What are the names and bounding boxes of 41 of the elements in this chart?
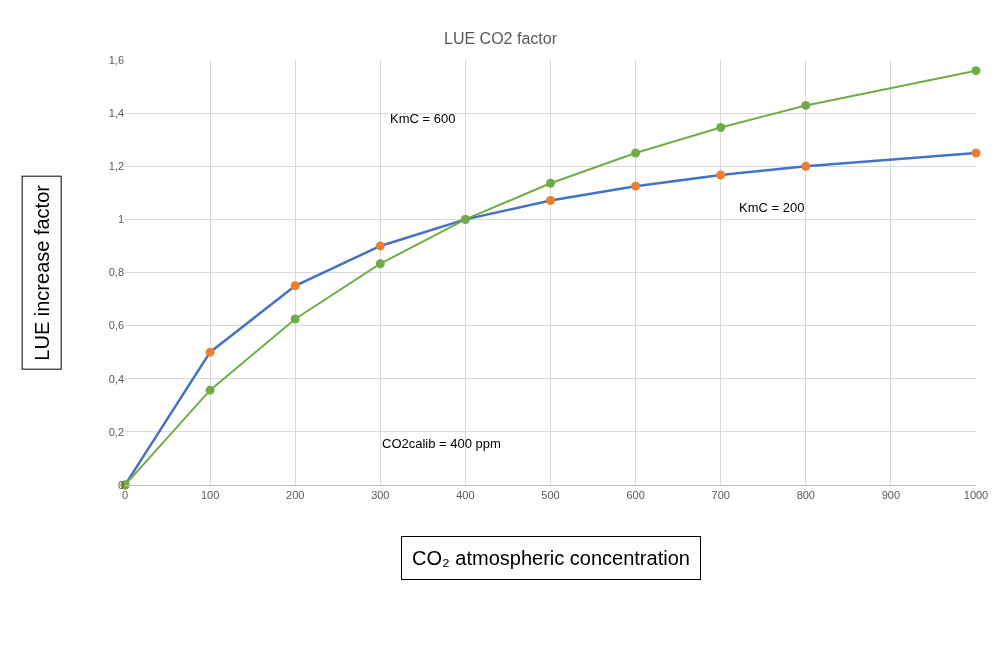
y-tick-label: 0,2 (108, 425, 124, 438)
y-tick-label: 1,4 (108, 106, 124, 119)
y-tick-label: 1,6 (108, 53, 124, 66)
point (801, 161, 811, 171)
y-tick-label: 0 (117, 478, 124, 491)
x-tick-label: 300 (371, 489, 390, 502)
point (290, 314, 300, 324)
x-tick-label: 100 (200, 489, 220, 502)
point (205, 385, 215, 395)
point (971, 66, 981, 76)
x-tick-label: 600 (626, 489, 645, 502)
x-tick-label: 900 (881, 489, 901, 502)
point (546, 196, 555, 206)
y-tick-label: 1 (117, 213, 124, 226)
point (375, 259, 385, 269)
x-tick-label: 700 (711, 489, 730, 502)
annotation: KmC = 600 (390, 111, 456, 126)
x-tick-label: 800 (796, 489, 815, 502)
y-axis-title: LUE increase factor (30, 184, 53, 361)
point (205, 347, 215, 357)
annotation: CO2calib = 400 ppm (382, 436, 501, 451)
point (290, 281, 300, 291)
x-tick-label: 500 (541, 489, 560, 502)
y-tick-label: 1,2 (108, 160, 124, 173)
x-tick-label: 400 (456, 489, 475, 502)
x-tick-label: 200 (286, 489, 305, 502)
x-tick-label: 1000 (963, 489, 989, 502)
point (716, 122, 726, 132)
y-tick-label: 0,8 (108, 266, 124, 279)
annotation: KmC = 200 (739, 200, 805, 215)
point (631, 148, 641, 158)
y-tick-label: 0,4 (108, 372, 124, 385)
chart-title: LUE CO2 factor (444, 29, 558, 47)
point (716, 170, 726, 180)
point (375, 241, 385, 251)
y-tick-label: 0,6 (108, 319, 124, 332)
point (631, 181, 641, 191)
x-axis-title: CO₂ atmospheric concentration (412, 547, 690, 569)
point (801, 100, 811, 110)
point (546, 178, 555, 188)
point (971, 148, 981, 158)
